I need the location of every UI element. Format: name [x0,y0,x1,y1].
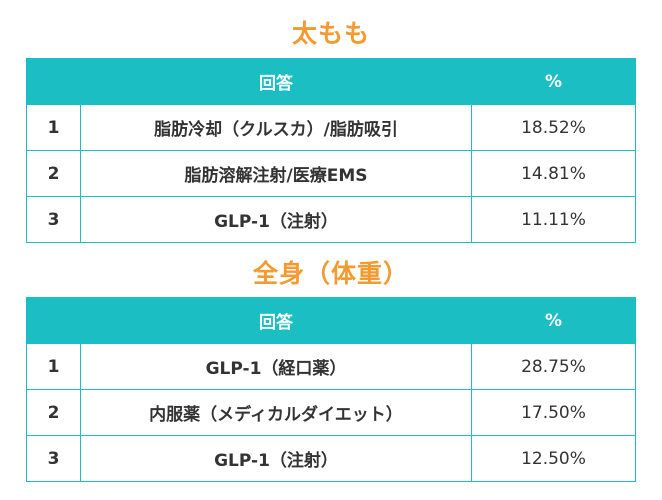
rank-cell: 2 [26,150,81,197]
table-row: 3 GLP-1（注射） 11.11% [26,196,636,243]
section-title-thigh: 太もも [291,19,370,48]
table-row: 2 内服薬（メディカルダイエット） 17.50% [26,389,636,436]
table-row: 1 GLP-1（経口薬） 28.75% [26,343,636,390]
header-answer: 回答 [80,58,472,105]
answer-cell: GLP-1（経口薬） [80,343,472,390]
rank-cell: 3 [26,435,81,482]
table-row: 3 GLP-1（注射） 12.50% [26,435,636,482]
header-percent: % [471,297,636,344]
answer-cell: 内服薬（メディカルダイエット） [80,389,472,436]
rank-cell: 2 [26,389,81,436]
ranking-table-thigh: 回答 % 1 脂肪冷却（クルスカ）/脂肪吸引 18.52% 2 脂肪溶解注射/医… [26,58,636,243]
percent-cell: 28.75% [471,343,636,390]
header-rank [26,297,81,344]
header-rank [26,58,81,105]
percent-cell: 11.11% [471,196,636,243]
header-answer: 回答 [80,297,472,344]
rank-cell: 1 [26,104,81,151]
percent-cell: 17.50% [471,389,636,436]
answer-cell: 脂肪冷却（クルスカ）/脂肪吸引 [80,104,472,151]
table-header-row: 回答 % [26,297,636,344]
percent-cell: 14.81% [471,150,636,197]
table-row: 1 脂肪冷却（クルスカ）/脂肪吸引 18.52% [26,104,636,151]
header-percent: % [471,58,636,105]
answer-cell: GLP-1（注射） [80,435,472,482]
table-row: 2 脂肪溶解注射/医療EMS 14.81% [26,150,636,197]
percent-cell: 12.50% [471,435,636,482]
rank-cell: 3 [26,196,81,243]
table-header-row: 回答 % [26,58,636,105]
section-title-whole-body: 全身（体重） [252,259,409,288]
rank-cell: 1 [26,343,81,390]
ranking-table-whole-body: 回答 % 1 GLP-1（経口薬） 28.75% 2 内服薬（メディカルダイエッ… [26,297,636,482]
answer-cell: 脂肪溶解注射/医療EMS [80,150,472,197]
percent-cell: 18.52% [471,104,636,151]
answer-cell: GLP-1（注射） [80,196,472,243]
